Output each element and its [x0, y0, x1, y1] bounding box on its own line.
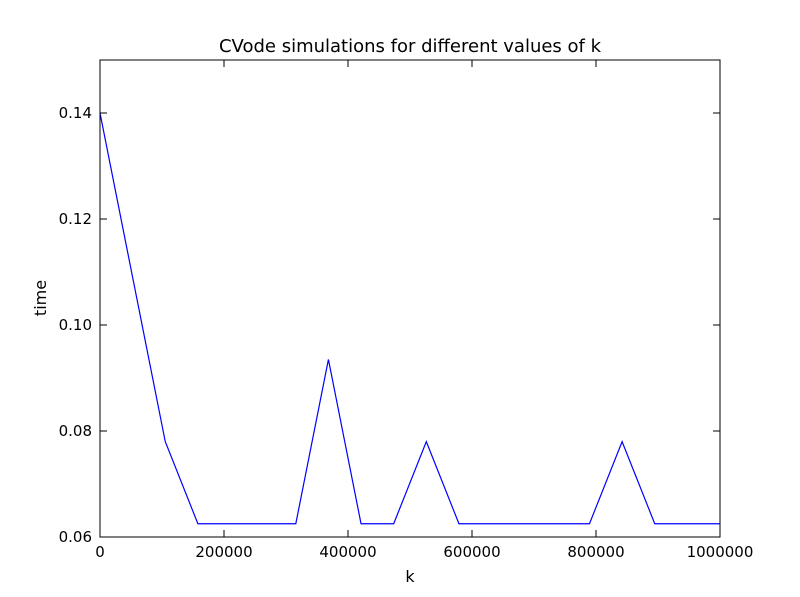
y-tick-label: 0.14: [59, 104, 92, 122]
tick-layer: 0 200000 400000 600000 800000 1000000 0.06 0.08…: [59, 60, 754, 561]
y-tick-label: 0.08: [59, 422, 92, 440]
x-tick-label: 200000: [195, 543, 252, 561]
x-tick-label: 400000: [319, 543, 376, 561]
x-tick-label: 800000: [567, 543, 624, 561]
series-layer: [99, 112, 720, 525]
x-tick-label: 1000000: [687, 543, 754, 561]
y-tick-label: 0.06: [59, 528, 92, 546]
x-tick-label: 0: [95, 543, 105, 561]
chart-title: CVode simulations for different values o…: [219, 36, 602, 57]
plot-frame: [99, 59, 721, 538]
y-axis-label: time: [31, 280, 50, 316]
x-tick-label: 600000: [443, 543, 500, 561]
y-tick-label: 0.10: [59, 316, 92, 334]
plot-area: [100, 60, 720, 537]
x-axis-label: k: [405, 567, 415, 586]
series-line: [99, 112, 720, 525]
y-tick-label: 0.12: [59, 210, 92, 228]
